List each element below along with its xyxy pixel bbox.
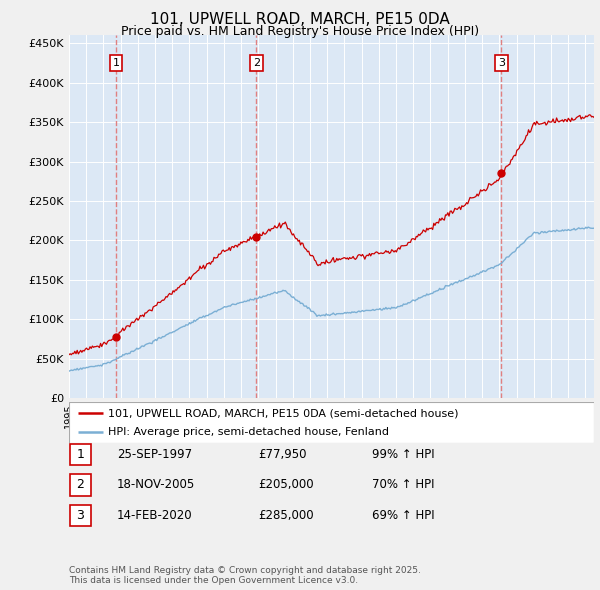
Text: HPI: Average price, semi-detached house, Fenland: HPI: Average price, semi-detached house,… [109, 427, 389, 437]
Text: Price paid vs. HM Land Registry's House Price Index (HPI): Price paid vs. HM Land Registry's House … [121, 25, 479, 38]
Text: 3: 3 [76, 509, 85, 522]
Text: 2: 2 [76, 478, 85, 491]
Text: 70% ↑ HPI: 70% ↑ HPI [372, 478, 434, 491]
Text: 1: 1 [112, 58, 119, 68]
Text: 101, UPWELL ROAD, MARCH, PE15 0DA: 101, UPWELL ROAD, MARCH, PE15 0DA [150, 12, 450, 27]
Text: 3: 3 [498, 58, 505, 68]
Text: 99% ↑ HPI: 99% ↑ HPI [372, 448, 434, 461]
Text: £205,000: £205,000 [258, 478, 314, 491]
Text: 18-NOV-2005: 18-NOV-2005 [117, 478, 195, 491]
Text: 101, UPWELL ROAD, MARCH, PE15 0DA (semi-detached house): 101, UPWELL ROAD, MARCH, PE15 0DA (semi-… [109, 408, 459, 418]
Text: 1: 1 [76, 448, 85, 461]
Text: 25-SEP-1997: 25-SEP-1997 [117, 448, 192, 461]
Text: 69% ↑ HPI: 69% ↑ HPI [372, 509, 434, 522]
Text: £285,000: £285,000 [258, 509, 314, 522]
Text: 14-FEB-2020: 14-FEB-2020 [117, 509, 193, 522]
Text: 2: 2 [253, 58, 260, 68]
Text: Contains HM Land Registry data © Crown copyright and database right 2025.
This d: Contains HM Land Registry data © Crown c… [69, 566, 421, 585]
Text: £77,950: £77,950 [258, 448, 307, 461]
